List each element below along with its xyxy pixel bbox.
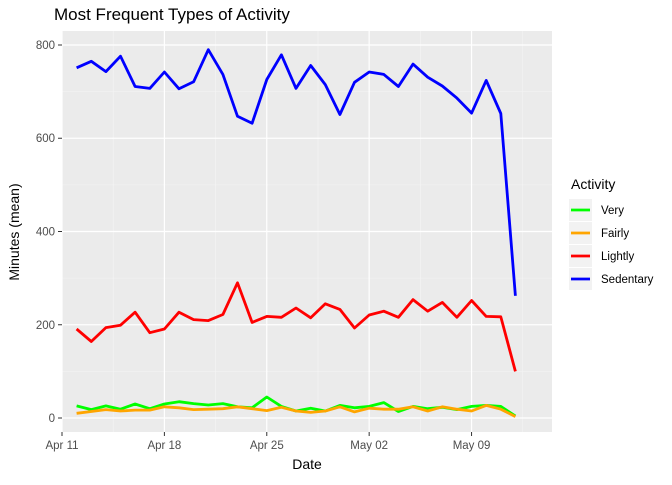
legend: Activity Very Fairly Lightly Sedentary <box>569 176 654 290</box>
axes: 0 200 400 600 800 Apr 11 Apr 18 Apr 25 May 02 May… <box>36 40 491 452</box>
x-tick-label: Apr 25 <box>250 440 284 452</box>
legend-label: Fairly <box>601 228 629 240</box>
x-tick-label: May 02 <box>350 440 388 452</box>
series-line-sedentary <box>76 48 517 296</box>
legend-label: Very <box>601 205 624 217</box>
chart-title: Most Frequent Types of Activity <box>54 5 290 24</box>
legend-label: Sedentary <box>601 274 654 286</box>
y-tick-label: 800 <box>36 40 55 52</box>
y-tick-label: 600 <box>36 133 55 145</box>
y-tick-label: 200 <box>36 320 55 332</box>
legend-label: Lightly <box>601 251 634 263</box>
series-lines <box>75 48 517 418</box>
y-tick-label: 400 <box>36 227 55 239</box>
x-tick-label: Apr 18 <box>147 440 181 452</box>
x-axis-label: Date <box>292 456 322 472</box>
y-axis-label: Minutes (mean) <box>6 183 22 280</box>
x-tick-label: May 09 <box>453 440 491 452</box>
series-line-fairly <box>76 403 517 418</box>
x-tick-label: Apr 11 <box>45 440 78 452</box>
legend-title: Activity <box>571 176 615 192</box>
y-tick-label: 0 <box>49 413 55 425</box>
series-line-lightly <box>75 281 517 372</box>
